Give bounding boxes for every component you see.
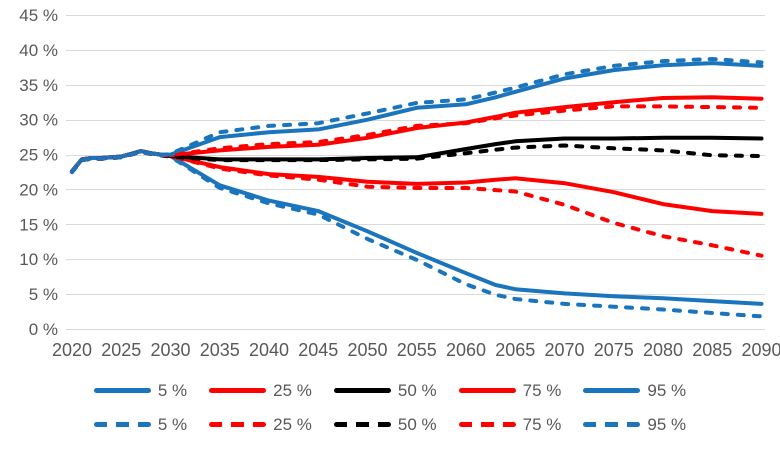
y-tick-label: 20 %	[19, 180, 58, 199]
series-line-95%-solid	[70, 61, 764, 174]
series-line-75%-dashed	[70, 104, 764, 174]
dashed-line-swatch-icon	[93, 422, 151, 427]
legend-item-solid-95: 95 %	[583, 382, 686, 399]
solid-line-swatch-icon	[93, 388, 151, 393]
y-tick-label: 40 %	[19, 41, 58, 60]
solid-line-swatch-icon	[583, 388, 641, 393]
x-tick-label: 2065	[495, 340, 535, 360]
y-tick-label: 0 %	[29, 320, 58, 339]
dashed-line-swatch-icon	[458, 422, 516, 427]
legend-label: 5 %	[157, 381, 188, 400]
legend-label: 50 %	[397, 381, 437, 400]
x-tick-label: 2080	[643, 340, 683, 360]
legend-label: 25 %	[273, 381, 312, 400]
legend-label: 95 %	[647, 381, 687, 400]
legend-item-solid-25: 25 %	[209, 382, 312, 399]
legend-item-solid-50: 50 %	[333, 381, 437, 400]
legend-item-dashed-25: 25 %	[209, 416, 312, 433]
y-tick-label: 10 %	[19, 250, 58, 269]
legend-row-dashed: 5 % 25 % 50 % 75 % 95 %	[93, 415, 686, 434]
y-tick-label: 25 %	[19, 146, 58, 165]
legend-item-dashed-95: 95 %	[583, 416, 686, 433]
legend-label: 75 %	[522, 381, 562, 400]
dashed-line-swatch-icon	[583, 422, 641, 427]
legend-item-dashed-75: 75 %	[458, 415, 562, 434]
legend-label: 75 %	[522, 415, 562, 434]
x-tick-label: 2045	[298, 340, 338, 360]
series-line-50%-dashed	[70, 143, 764, 174]
y-tick-label: 15 %	[19, 215, 58, 234]
series-line-5%-dashed	[70, 149, 764, 319]
series-line-25%-dashed	[70, 149, 764, 258]
legend-item-dashed-5: 5 %	[93, 415, 188, 434]
solid-line-swatch-icon	[458, 388, 516, 393]
y-tick-label: 45 %	[19, 6, 58, 25]
x-tick-label: 2075	[594, 340, 634, 360]
x-tick-label: 2085	[692, 340, 732, 360]
x-tick-label: 2020	[52, 340, 92, 360]
x-tick-label: 2090	[741, 340, 780, 360]
x-tick-label: 2030	[150, 340, 190, 360]
x-tick-label: 2070	[544, 340, 584, 360]
x-tick-label: 2060	[446, 340, 486, 360]
legend-item-solid-75: 75 %	[458, 381, 562, 400]
series-line-5%-solid	[70, 149, 764, 306]
legend-item-dashed-50: 50 %	[333, 415, 437, 434]
legend-label: 5 %	[157, 415, 188, 434]
legend-row-solid: 5 % 25 % 50 % 75 % 95 %	[93, 381, 686, 400]
x-tick-label: 2055	[397, 340, 437, 360]
x-tick-label: 2040	[249, 340, 289, 360]
dashed-line-swatch-icon	[209, 422, 267, 427]
solid-line-swatch-icon	[333, 388, 391, 393]
legend-label: 95 %	[647, 415, 687, 434]
solid-line-swatch-icon	[209, 388, 267, 393]
x-tick-label: 2025	[101, 340, 141, 360]
y-tick-label: 35 %	[19, 76, 58, 95]
x-tick-label: 2050	[347, 340, 387, 360]
dashed-line-swatch-icon	[333, 422, 391, 427]
y-tick-label: 30 %	[19, 111, 58, 130]
y-tick-label: 5 %	[29, 285, 58, 304]
chart-legend: 5 % 25 % 50 % 75 % 95 % 5 %	[0, 370, 780, 433]
chart-plot-area: 0 % 5 % 10 % 15 % 20 % 25 % 30 % 35 % 40 % 45 % 20…	[19, 6, 780, 360]
series-line-95%-dashed	[70, 57, 764, 174]
x-tick-label: 2035	[200, 340, 240, 360]
legend-item-solid-5: 5 %	[93, 381, 188, 400]
legend-label: 25 %	[273, 415, 312, 434]
legend-label: 50 %	[397, 415, 437, 434]
